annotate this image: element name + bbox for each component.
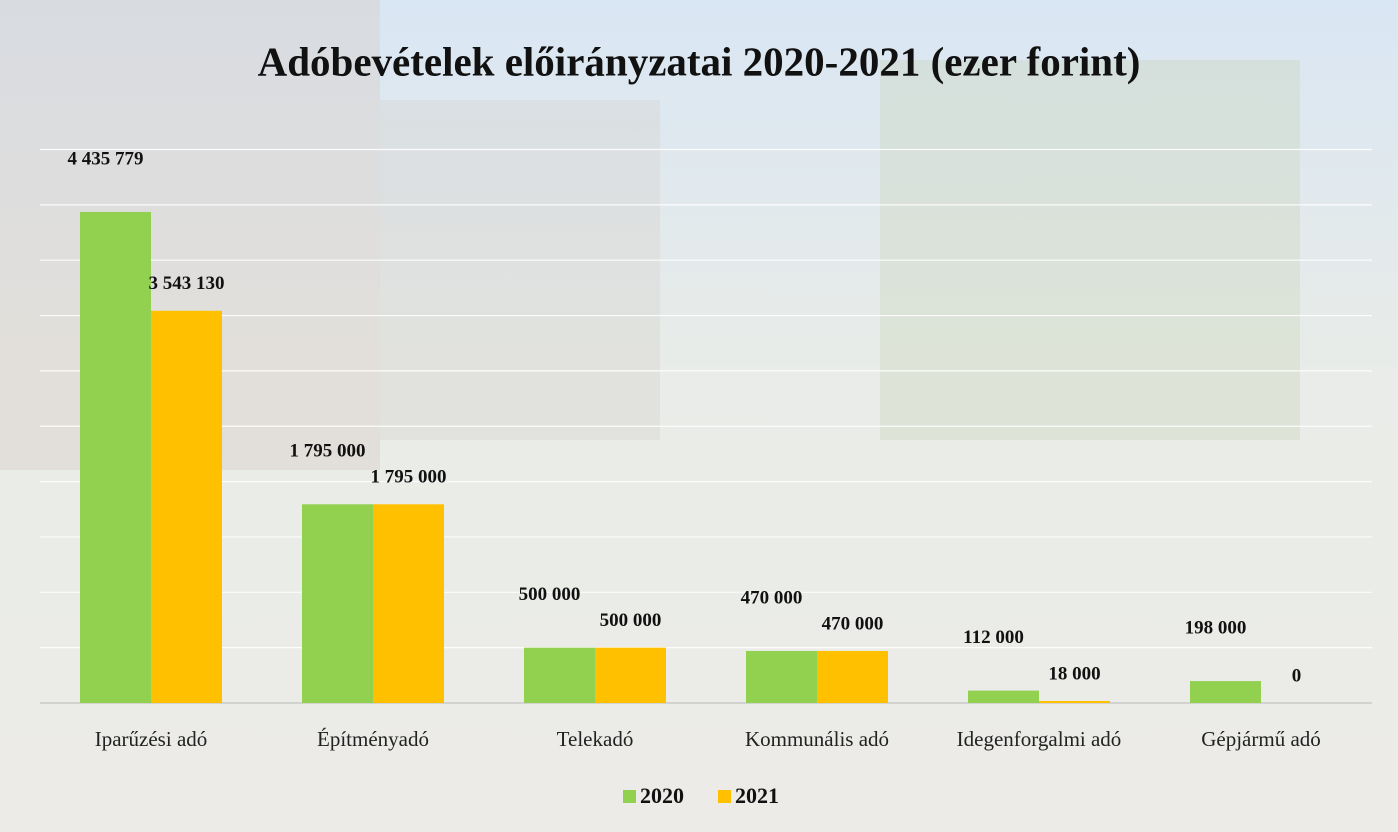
bar — [1039, 701, 1110, 703]
x-tick-label: Építményadó — [317, 727, 429, 751]
bar — [151, 310, 222, 703]
chart-title: Adóbevételek előirányzatai 2020-2021 (ez… — [258, 38, 1141, 84]
value-label: 3 543 130 — [149, 273, 225, 294]
value-label: 112 000 — [963, 627, 1024, 648]
value-label: 18 000 — [1048, 663, 1100, 684]
x-tick-label: Gépjármű adó — [1201, 727, 1321, 751]
legend-label: 2021 — [735, 783, 779, 808]
legend-label: 2020 — [640, 783, 684, 808]
x-tick-label: Kommunális adó — [745, 727, 889, 751]
x-tick-label: Telekadó — [557, 727, 634, 751]
legend-swatch — [718, 790, 731, 803]
value-label: 1 795 000 — [371, 467, 447, 488]
value-label: 198 000 — [1185, 617, 1247, 638]
value-label: 470 000 — [822, 613, 884, 634]
bar — [817, 650, 888, 703]
value-label: 500 000 — [519, 584, 581, 605]
bar — [373, 504, 444, 703]
value-label: 500 000 — [600, 610, 662, 631]
bar — [1190, 681, 1261, 703]
value-label: 470 000 — [741, 587, 803, 608]
legend: 2020 2021 — [623, 783, 779, 808]
bar — [302, 504, 373, 703]
grid — [40, 148, 1372, 704]
legend-swatch — [623, 790, 636, 803]
bar — [746, 650, 817, 703]
x-tick-label: Idegenforgalmi adó — [957, 727, 1122, 751]
bar — [968, 690, 1039, 703]
bar — [595, 647, 666, 703]
value-label: 1 795 000 — [290, 441, 366, 462]
bar — [80, 211, 151, 703]
background-building — [380, 100, 660, 440]
value-label: 0 — [1292, 665, 1302, 686]
x-tick-label: Iparűzési adó — [95, 727, 208, 751]
background-trees — [880, 60, 1300, 440]
bars: Iparűzési adó 4 435 779 3 543 130 Építménya… — [68, 148, 1321, 750]
value-label: 4 435 779 — [68, 148, 144, 169]
bar — [524, 647, 595, 703]
